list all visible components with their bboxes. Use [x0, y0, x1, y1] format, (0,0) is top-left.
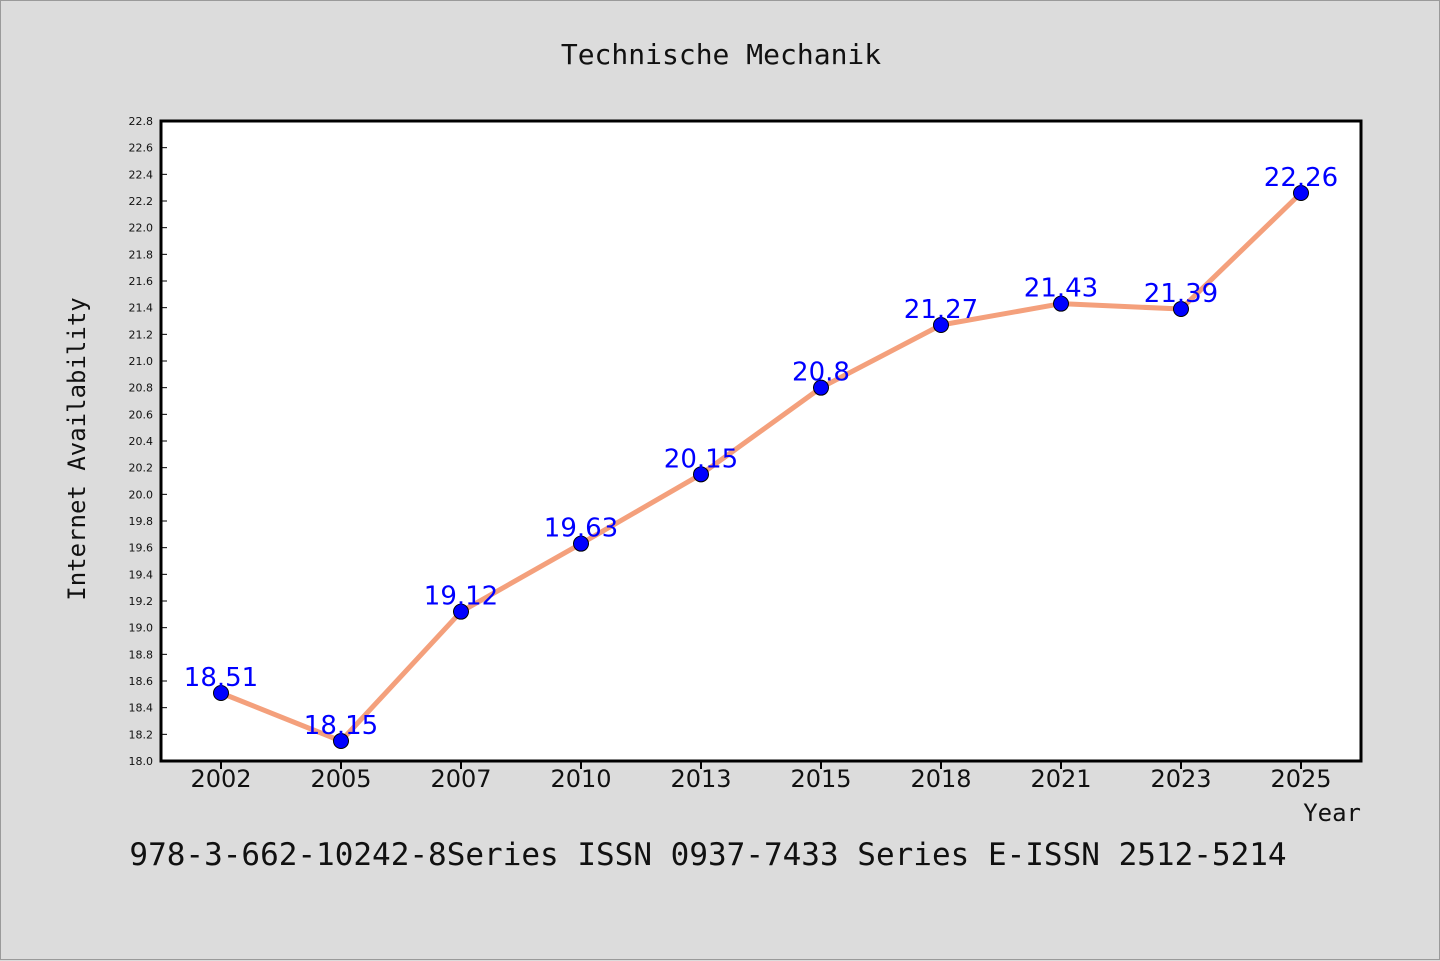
data-label: 18.51 [184, 663, 258, 693]
series-line [218, 190, 1304, 744]
y-tick-label: 20.0 [129, 488, 154, 501]
plot-area [159, 119, 1363, 763]
y-tick-label: 22.2 [129, 195, 154, 208]
y-tick-label: 20.4 [129, 435, 154, 448]
y-tick-label: 21.6 [129, 275, 154, 288]
y-tick-label: 21.4 [129, 302, 154, 315]
y-tick-label: 19.2 [129, 595, 154, 608]
y-tick-label: 20.6 [129, 408, 154, 421]
y-tick-label: 22.0 [129, 222, 154, 235]
y-tick-label: 19.4 [129, 568, 154, 581]
x-tick-label: 2005 [310, 765, 371, 793]
data-point [213, 685, 229, 701]
y-tick-label: 22.6 [129, 142, 154, 155]
y-tick-label: 18.0 [129, 755, 154, 768]
data-point [933, 317, 949, 333]
data-label: 21.27 [904, 295, 978, 325]
x-tick-label: 2002 [190, 765, 251, 793]
x-axis-label: Year [1303, 799, 1361, 827]
y-tick-label: 19.0 [129, 622, 154, 635]
y-tick-label: 21.8 [129, 248, 154, 261]
data-point [1053, 295, 1069, 312]
data-point [573, 535, 589, 552]
data-point [813, 379, 829, 396]
data-point [1293, 185, 1309, 201]
chart-title: Technische Mechanik [561, 38, 881, 71]
x-tick-label: 2010 [550, 765, 611, 793]
y-tick-label: 19.6 [129, 542, 154, 555]
y-tick-label: 22.4 [129, 168, 154, 181]
y-tick-label: 19.8 [129, 515, 154, 528]
x-tick-label: 2015 [790, 765, 851, 793]
data-label: 20.8 [792, 358, 850, 388]
y-axis-label: Internet Availability [63, 297, 91, 600]
y-tick-label: 18.2 [129, 728, 154, 741]
data-label: 21.43 [1024, 274, 1098, 304]
x-tick-label: 2021 [1030, 765, 1091, 793]
data-label: 21.39 [1144, 279, 1218, 309]
x-tick-label: 2025 [1270, 765, 1331, 793]
y-tick-label: 18.8 [129, 648, 154, 661]
x-tick-label: 2023 [1150, 765, 1211, 793]
x-tick-label: 2007 [430, 765, 491, 793]
data-label: 20.15 [664, 444, 738, 474]
data-label: 18.15 [304, 711, 378, 741]
y-tick-label: 20.2 [129, 462, 154, 475]
data-label: 19.12 [424, 582, 498, 612]
y-tick-label: 21.2 [129, 328, 154, 341]
y-tick-label: 22.8 [129, 115, 154, 128]
y-axis: 18.0 18.2 18.4 18.6 18.8 19.0 19.2 19.4 19.6 19.8… [129, 115, 167, 768]
data-label: 22.26 [1264, 163, 1338, 193]
footer-text: 978-3-662-10242-8Series ISSN 0937-7433 S… [129, 837, 1286, 873]
series-layer: 18.51 18.15 19.12 19.63 20.15 20.8 21.27 21.43 2… [184, 163, 1338, 749]
x-tick-label: 2013 [670, 765, 731, 793]
data-point [333, 733, 349, 749]
x-axis: 2002 2005 2007 2010 2013 2015 2018 2021 2023 2025 [190, 761, 1332, 793]
data-point [453, 603, 469, 620]
data-point [693, 466, 709, 483]
y-tick-label: 18.4 [129, 702, 154, 715]
data-label: 19.63 [544, 514, 618, 544]
y-tick-label: 20.8 [129, 382, 154, 395]
y-tick-label: 18.6 [129, 675, 154, 688]
data-point [1173, 301, 1189, 317]
y-tick-label: 21.0 [129, 355, 154, 368]
x-tick-label: 2018 [910, 765, 971, 793]
